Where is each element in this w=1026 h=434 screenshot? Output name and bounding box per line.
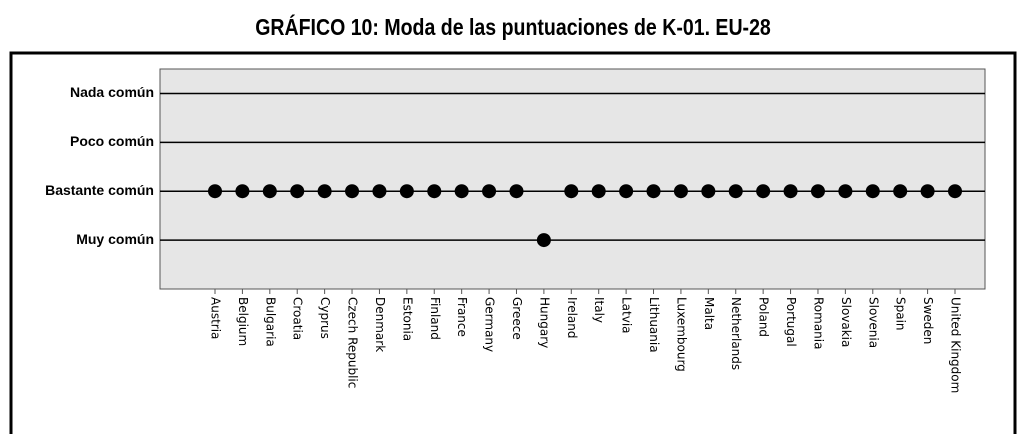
y-tick-label: Nada común <box>70 84 154 100</box>
x-tick-label: Czech Republic <box>346 297 360 388</box>
dot <box>536 233 551 248</box>
x-tick-label: Greece <box>510 297 524 340</box>
dot <box>290 184 305 199</box>
x-tick-label: Lithuania <box>647 297 661 353</box>
dot <box>482 184 497 199</box>
x-tick-label: Italy <box>592 297 606 323</box>
dot <box>235 184 250 199</box>
dot <box>427 184 442 199</box>
dot <box>262 184 277 199</box>
y-tick-label: Muy común <box>76 231 154 247</box>
x-tick-label: Poland <box>757 297 771 337</box>
x-tick-label: Portugal <box>784 297 798 347</box>
x-tick-label: Finland <box>428 297 442 340</box>
dot <box>619 184 634 199</box>
x-tick-label: Estonia <box>400 297 414 341</box>
x-tick-label: Sweden <box>921 297 935 344</box>
chart-title: GRÁFICO 10: Moda de las puntuaciones de … <box>255 14 771 41</box>
dot <box>893 184 908 199</box>
dot <box>673 184 688 199</box>
x-tick-label: Netherlands <box>729 297 743 370</box>
dot <box>317 184 332 199</box>
x-tick-label: Belgium <box>236 297 250 346</box>
dot <box>783 184 798 199</box>
dot <box>810 184 825 199</box>
dot <box>372 184 387 199</box>
dot <box>208 184 222 199</box>
x-tick-label: Hungary <box>537 297 551 348</box>
x-tick-label: Latvia <box>620 297 634 334</box>
x-tick-label: Malta <box>702 297 716 330</box>
frame <box>9 51 1017 434</box>
dot <box>564 184 579 199</box>
dot <box>948 184 962 199</box>
dot <box>646 184 661 199</box>
x-tick-label: France <box>455 297 469 337</box>
dot <box>920 184 935 199</box>
x-tick-label: Croatia <box>291 297 305 340</box>
x-tick-label: Slovakia <box>839 297 853 347</box>
x-tick-label: Luxembourg <box>674 297 688 372</box>
dot <box>865 184 880 199</box>
x-tick-label: Austria <box>209 297 223 339</box>
x-tick-label: Germany <box>483 297 497 352</box>
dot <box>591 184 606 199</box>
dot <box>399 184 414 199</box>
x-tick-label: Bulgaria <box>263 297 277 347</box>
x-tick-label: Romania <box>811 297 825 349</box>
x-tick-label: Slovenia <box>866 297 880 348</box>
plot-area <box>159 68 986 290</box>
x-tick-label: Cyprus <box>318 297 332 339</box>
dot <box>454 184 469 199</box>
x-tick-label: United Kingdom <box>949 297 963 393</box>
y-tick-label: Bastante común <box>45 182 154 198</box>
dot <box>728 184 743 199</box>
x-tick-label: Denmark <box>373 297 387 352</box>
dot <box>838 184 853 199</box>
dot <box>701 184 716 199</box>
y-tick-label: Poco común <box>70 133 154 149</box>
x-tick-label: Spain <box>894 297 908 331</box>
dot <box>509 184 524 199</box>
dot <box>756 184 771 199</box>
dot <box>345 184 360 199</box>
x-tick-label: Ireland <box>565 297 579 339</box>
